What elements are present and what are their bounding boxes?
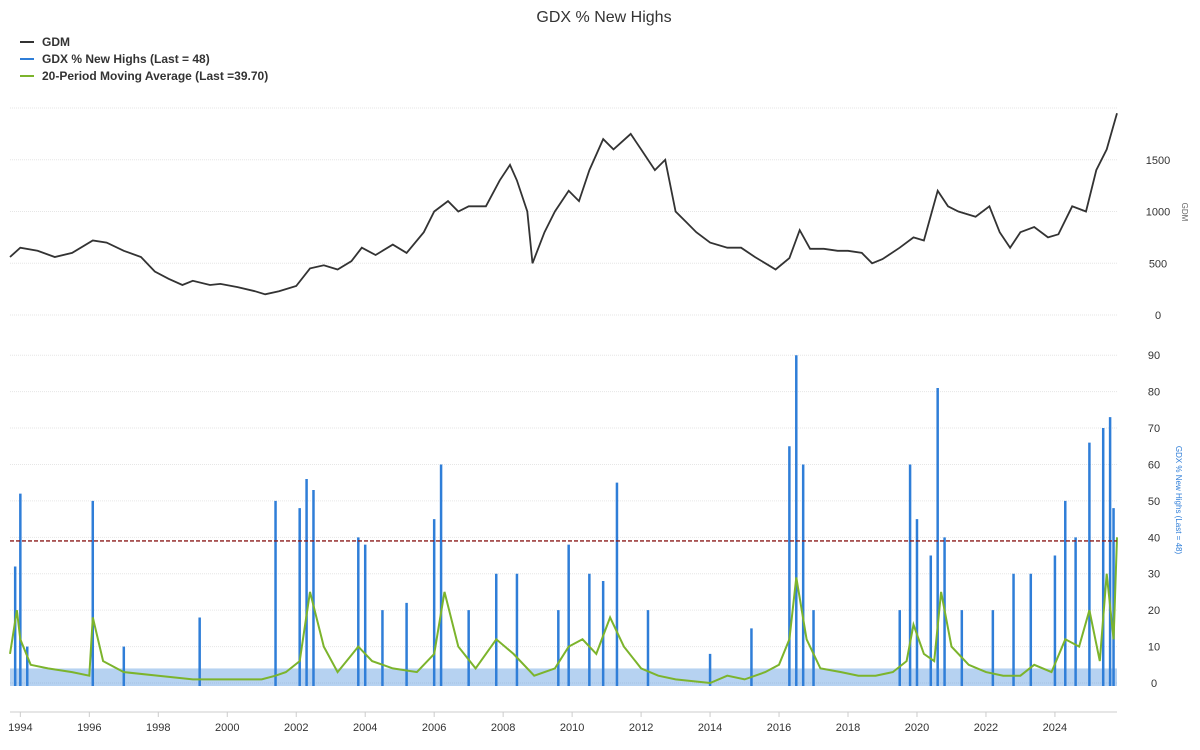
x-tick-label: 1994 [8, 722, 32, 734]
chart-title: GDX % New Highs [536, 9, 671, 26]
breadth-tick-label: 10 [1148, 642, 1160, 654]
x-tick-label: 2016 [767, 722, 791, 734]
price-tick-label: 1500 [1146, 155, 1170, 167]
x-tick-label: 2020 [905, 722, 929, 734]
x-tick-label: 2004 [353, 722, 377, 734]
breadth-tick-label: 90 [1148, 350, 1160, 362]
x-tick-label: 2008 [491, 722, 515, 734]
breadth-y-axis: 0 10 20 30 40 50 60 70 80 90 [1148, 350, 1160, 690]
breadth-tick-label: 40 [1148, 532, 1160, 544]
legend-entry-3[interactable]: 20-Period Moving Average (Last =39.70) [42, 69, 268, 83]
gdm-line [9, 112, 1118, 296]
breadth-axis-title: GDX % New Highs (Last = 48) [1174, 446, 1183, 555]
x-tick-label: 2006 [422, 722, 446, 734]
x-tick-label: 1996 [77, 722, 101, 734]
price-panel-grid [10, 107, 1117, 316]
breadth-tick-label: 80 [1148, 387, 1160, 399]
price-tick-label: 0 [1155, 310, 1161, 322]
legend: GDM GDX % New Highs (Last = 48) 20-Period … [20, 35, 268, 83]
x-tick-label: 2000 [215, 722, 239, 734]
breadth-tick-label: 50 [1148, 496, 1160, 508]
moving-average-line [9, 537, 1118, 685]
price-axis-title: GDM [1180, 203, 1189, 222]
x-tick-label: 2024 [1043, 722, 1067, 734]
breadth-tick-label: 0 [1151, 678, 1157, 690]
breadth-tick-label: 30 [1148, 569, 1160, 581]
breadth-tick-label: 20 [1148, 605, 1160, 617]
breadth-tick-label: 70 [1148, 423, 1160, 435]
breadth-tick-label: 60 [1148, 459, 1160, 471]
new-highs-series [10, 355, 1117, 686]
x-tick-label: 1998 [146, 722, 170, 734]
x-axis: 1994 1996 1998 2000 2002 2004 2006 2008 2010 2012… [8, 712, 1067, 734]
x-tick-label: 2010 [560, 722, 584, 734]
legend-entry-2[interactable]: GDX % New Highs (Last = 48) [42, 52, 210, 66]
x-tick-label: 2002 [284, 722, 308, 734]
x-tick-label: 2018 [836, 722, 860, 734]
x-tick-label: 2014 [698, 722, 722, 734]
price-y-axis: 0 500 1000 1500 [1146, 155, 1170, 322]
x-tick-label: 2022 [974, 722, 998, 734]
breadth-panel-grid [10, 354, 1117, 684]
price-tick-label: 500 [1149, 258, 1167, 270]
legend-entry-1[interactable]: GDM [42, 35, 70, 49]
x-tick-label: 2012 [629, 722, 653, 734]
price-tick-label: 1000 [1146, 207, 1170, 219]
